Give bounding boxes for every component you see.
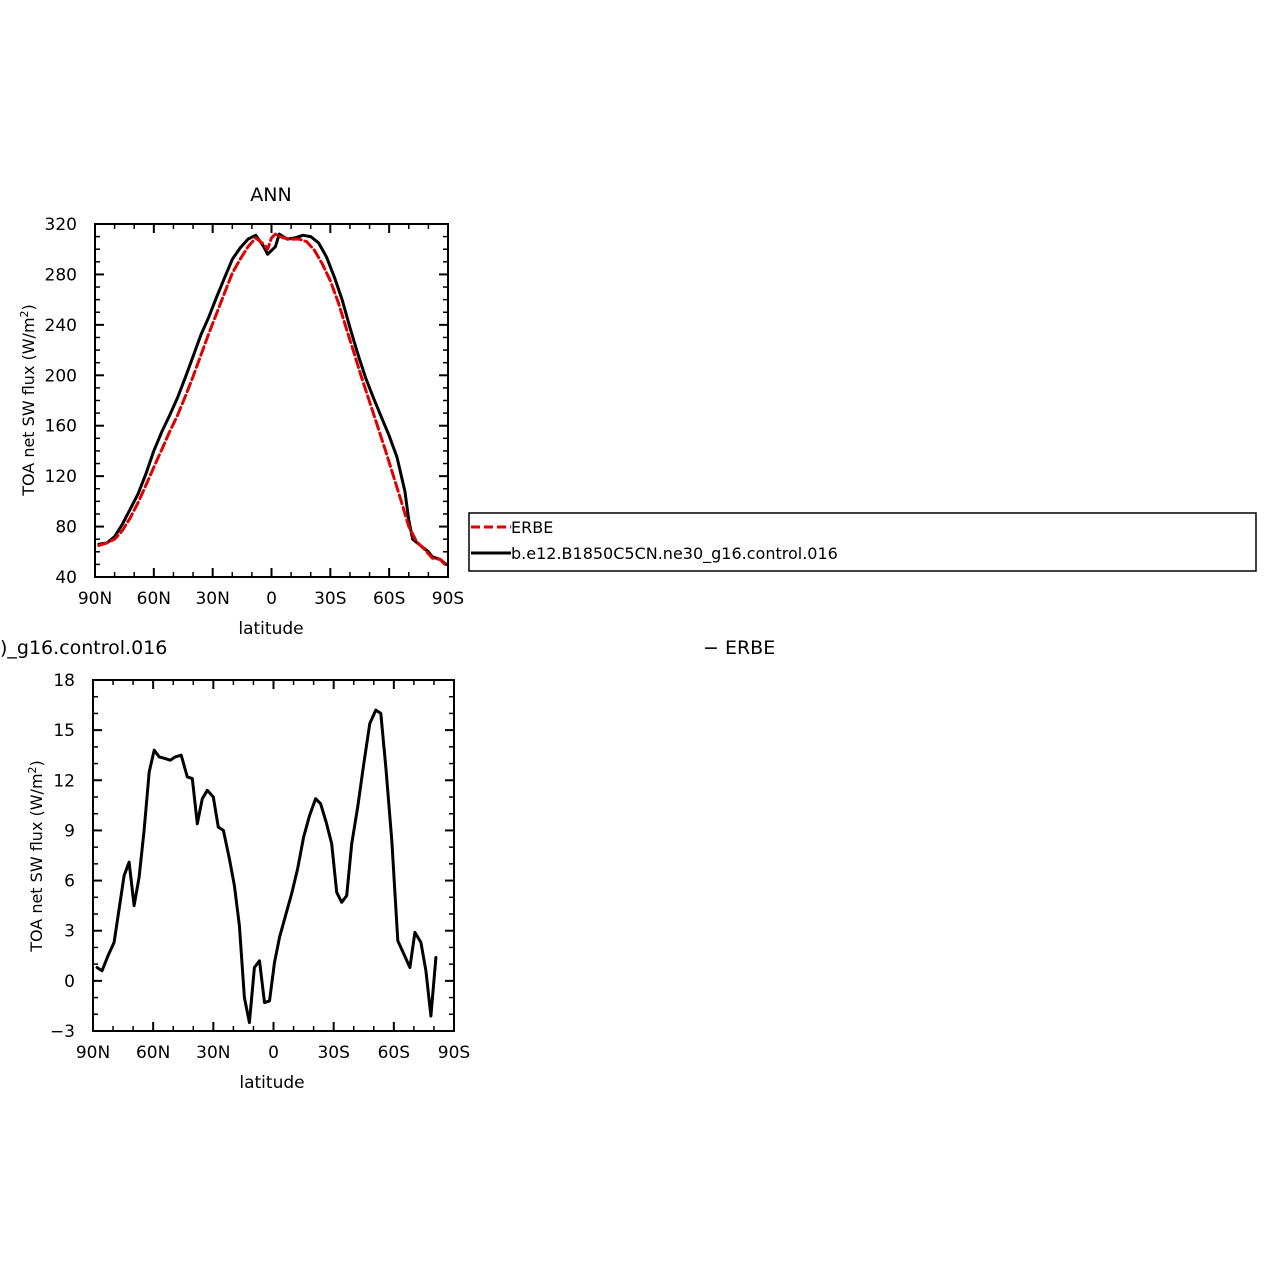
top-y-tick-label: 240 <box>45 316 77 336</box>
bottom-x-tick-label: 90S <box>438 1043 470 1063</box>
top-y-axis-label-tail: ) <box>19 304 38 310</box>
legend-label-erbe: ERBE <box>511 518 553 537</box>
legend-box <box>468 512 1257 572</box>
bottom-tick-labels: 90N 60N 30N 0 30S 60S 90S −3 0 3 6 9 12 15 18 <box>50 671 470 1063</box>
bottom-x-axis-label: latitude <box>239 1073 304 1093</box>
top-tick-labels: 90N 60N 30N 0 30S 60S 90S 40 80 120 160 200 240 280 32… <box>45 215 465 609</box>
bottom-title-right: − ERBE <box>703 637 775 659</box>
bottom-y-tick-label: 9 <box>64 821 75 841</box>
bottom-x-tick-label: 30S <box>317 1043 349 1063</box>
top-x-tick-label: 90N <box>78 589 112 609</box>
top-y-tick-label: 80 <box>55 518 77 538</box>
bottom-series-model-line <box>95 708 438 1025</box>
top-y-tick-label: 320 <box>45 215 77 235</box>
bottom-y-tick-label: 0 <box>64 972 75 992</box>
top-x-tick-label: 60S <box>373 589 405 609</box>
bottom-y-tick-label: −3 <box>50 1022 75 1042</box>
bottom-y-tick-label: 18 <box>53 671 75 691</box>
top-y-axis-label-main: TOA net SW flux (W/m <box>19 317 38 496</box>
bottom-series-lines <box>95 708 438 1025</box>
top-axes-ticks <box>94 223 449 578</box>
top-x-tick-label: 30S <box>314 589 346 609</box>
bottom-y-axis-label: TOA net SW flux (W/m2) <box>26 760 46 953</box>
top-y-tick-label: 40 <box>55 568 77 588</box>
bottom-plot-frame <box>92 679 455 1032</box>
top-y-axis-label-sup: 2 <box>18 310 31 317</box>
top-y-axis-label: TOA net SW flux (W/m2) <box>18 304 38 497</box>
bottom-x-tick-label: 30N <box>196 1043 230 1063</box>
top-plot-frame <box>94 223 449 578</box>
top-x-tick-label: 30N <box>195 589 229 609</box>
top-x-tick-label: 60N <box>137 589 171 609</box>
bottom-y-tick-label: 15 <box>53 721 75 741</box>
top-x-tick-label: 90S <box>432 589 464 609</box>
legend: ERBE b.e12.B1850C5CN.ne30_g16.control.01… <box>468 512 1257 572</box>
top-series-lines <box>97 232 448 568</box>
top-y-tick-label: 160 <box>45 417 77 437</box>
top-x-axis-label: latitude <box>238 619 303 639</box>
bottom-title-left: )_g16.control.016 <box>0 637 167 659</box>
bottom-x-tick-label: 60S <box>378 1043 410 1063</box>
bottom-x-tick-label: 60N <box>136 1043 170 1063</box>
top-series-model-line <box>97 232 448 566</box>
top-title: ANN <box>250 184 291 206</box>
bottom-panel: )_g16.control.016 − ERBE 90N 60N 30N 0 30S 60… <box>0 637 775 1093</box>
bottom-x-tick-label: 0 <box>268 1043 279 1063</box>
top-panel: ANN 90N 60N 30N 0 30S 60S 90S 40 80 120 160 200 240 2… <box>18 184 464 639</box>
bottom-y-tick-label: 12 <box>53 771 75 791</box>
bottom-y-tick-label: 6 <box>64 872 75 892</box>
top-y-tick-label: 120 <box>45 467 77 487</box>
top-y-tick-label: 200 <box>45 366 77 386</box>
bottom-x-tick-label: 90N <box>76 1043 110 1063</box>
bottom-y-tick-label: 3 <box>64 922 75 942</box>
top-series-erbe-line <box>97 232 448 568</box>
bottom-y-axis-label-main: TOA net SW flux (W/m <box>27 773 46 952</box>
legend-label-model: b.e12.B1850C5CN.ne30_g16.control.016 <box>511 544 838 564</box>
top-y-tick-label: 280 <box>45 265 77 285</box>
bottom-y-axis-label-sup: 2 <box>26 766 39 773</box>
top-x-tick-label: 0 <box>266 589 277 609</box>
bottom-y-axis-label-tail: ) <box>27 760 46 766</box>
